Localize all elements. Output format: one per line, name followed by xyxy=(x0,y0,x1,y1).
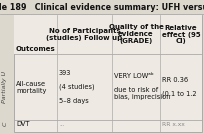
Text: RR x.xx: RR x.xx xyxy=(162,122,185,127)
Bar xyxy=(0,0,204,14)
Text: Relative
effect (95
CI): Relative effect (95 CI) xyxy=(162,25,200,44)
Bar xyxy=(14,15,202,132)
Text: DVT: DVT xyxy=(16,121,30,127)
Text: Outcomes: Outcomes xyxy=(16,46,56,52)
Text: All-cause
mortality: All-cause mortality xyxy=(16,81,46,94)
Text: ...: ... xyxy=(59,122,65,127)
Text: Table 189   Clinical evidence summary: UFH versus n: Table 189 Clinical evidence summary: UFH… xyxy=(0,3,204,12)
Text: VERY LOWᵃᵇ

due to risk of
bias, imprecision: VERY LOWᵃᵇ due to risk of bias, imprecis… xyxy=(114,74,171,100)
Text: 393

(4 studies)

5–8 days: 393 (4 studies) 5–8 days xyxy=(59,70,95,104)
Text: C: C xyxy=(2,122,8,126)
Text: No of Participants
(studies) Follow up: No of Participants (studies) Follow up xyxy=(46,28,123,41)
Text: Partially U: Partially U xyxy=(2,71,8,103)
Text: RR 0.36

(0.1 to 1.2: RR 0.36 (0.1 to 1.2 xyxy=(162,77,197,97)
Text: Quality of the
evidence
(GRADE): Quality of the evidence (GRADE) xyxy=(109,25,163,44)
Bar xyxy=(14,15,202,54)
